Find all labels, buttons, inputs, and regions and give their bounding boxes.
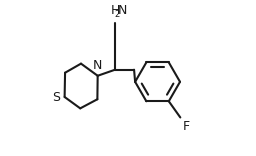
Text: N: N bbox=[93, 59, 102, 72]
Text: H: H bbox=[111, 4, 120, 17]
Text: N: N bbox=[118, 4, 127, 17]
Text: 2: 2 bbox=[115, 10, 120, 19]
Text: S: S bbox=[52, 91, 60, 104]
Text: F: F bbox=[183, 120, 190, 133]
